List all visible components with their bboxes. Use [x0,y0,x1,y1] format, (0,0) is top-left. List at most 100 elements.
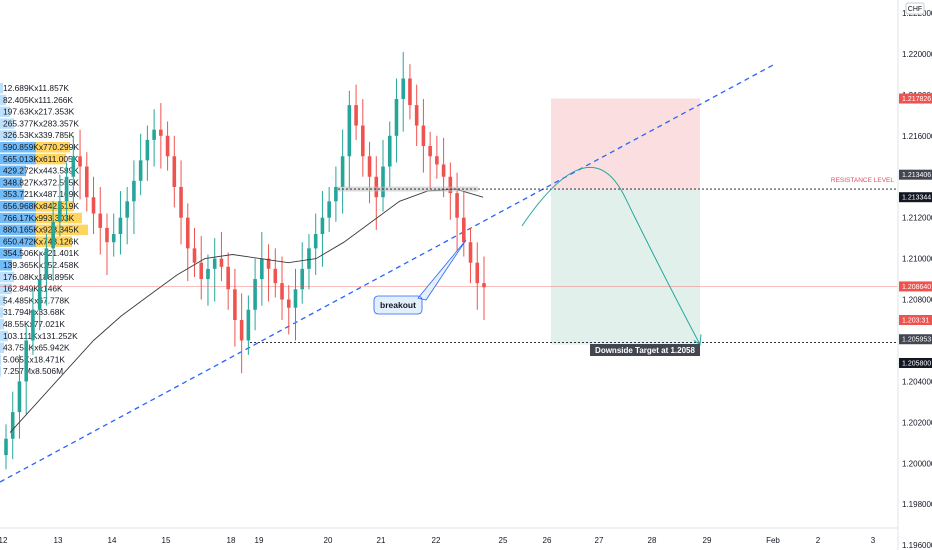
candle-down [280,283,284,300]
candle-up [334,186,338,202]
candlestick-series [4,51,486,470]
candle-down [185,217,190,249]
target-label-bg [590,344,700,356]
price-badge [899,357,932,368]
candle-down [233,289,237,321]
candle-up [307,248,311,269]
price-tick-label: 1.212000 [902,214,932,223]
volume-bar-up [0,224,36,236]
candle-up [17,381,22,413]
time-tick-label: 20 [324,536,333,545]
take-profit-zone [551,189,700,345]
candle-up [31,309,35,341]
candle-up [212,258,217,269]
candle-up [118,217,123,235]
price-badge-text: 1.205953 [902,337,931,344]
volume-bar [0,130,16,141]
volume-profile-label: 650.472Kx743.126K [3,236,79,246]
volume-profile-label: 590.859Kx770.299K [3,142,79,152]
time-tick-label: 12 [0,536,8,545]
annotations: breakout Downside Target at 1.2058 [373,239,700,356]
currency-label: CHF [908,6,922,13]
candle-down [192,248,197,263]
volume-bar-up [0,189,24,200]
volume-profile-label: 7.257Mx8.506M [3,366,63,376]
volume-bar [0,354,1,365]
volume-bar-up [0,142,36,153]
candle-up [44,248,49,280]
volume-bar [0,118,14,129]
candle-down [159,129,163,136]
time-tick-label: 29 [703,536,712,545]
time-axis: 12 13 14 15 18 19 20 21 22 25 26 27 28 29 Feb 2 3 [0,527,898,545]
time-tick-label: 14 [108,536,117,545]
candle-up [58,201,62,222]
candle-down [462,217,466,243]
volume-bar-down [36,201,74,212]
candle-up [387,135,392,167]
candle-up [327,201,331,218]
price-badge-text: 1.213344 [902,195,931,202]
volume-bar [0,94,6,106]
time-tick-label: 26 [543,536,552,545]
price-badges: 1.217826 1.213406 1.213344 1.208640 1.203:31… [899,93,932,368]
price-badge-text: 1.213406 [902,172,931,179]
volume-profile: 12.689Kx11.857K 82.405Kx111.266K 197.63Kx2… [0,83,88,377]
volume-bar-up [0,201,36,212]
candle-up [37,279,42,310]
time-tick-label: Feb [766,536,780,545]
candle-down [172,156,177,187]
volume-bar [0,342,4,354]
projected-curve [521,166,701,345]
volume-bar [0,366,1,377]
horizontal-levels: RESISTANCE LEVEL [0,177,898,343]
volume-profile-label: 43.758Kx65.942K [3,343,70,353]
candle-up [71,156,76,177]
candle-up [152,129,156,140]
candle-down [354,105,358,126]
time-tick-label: 28 [648,536,657,545]
volume-profile-label: 54.485Kx67.778K [3,295,70,305]
price-badge-text: 1.205800 [902,360,931,367]
candle-down [98,213,103,228]
volume-profile-label: 326.53Kx339.785K [3,130,75,140]
price-badge [899,334,932,345]
candle-down [165,135,170,157]
candle-up [340,156,345,187]
candle-up [347,105,352,157]
volume-bar-up [0,248,22,259]
volume-bar-down [36,142,70,153]
candle-up [138,160,143,181]
price-badge [899,169,932,180]
price-tick-label: 1.202000 [902,418,932,427]
price-badge [899,281,932,292]
volume-bar [0,295,5,306]
price-badge [899,315,932,326]
position-zones [551,98,700,345]
candle-down [468,242,473,263]
volume-profile-label: 265.377Kx283.357K [3,118,79,128]
candle-down [448,176,453,194]
price-tick-label: 1.220000 [902,50,932,59]
resistance-label: RESISTANCE LEVEL [831,177,894,184]
candle-down [286,299,291,308]
volume-profile-label: 348.827Kx372.595K [3,177,79,187]
volume-profile-label: 353.721Kx487.169K [3,189,79,199]
target-label: Downside Target at 1.2058 [595,346,695,355]
time-tick-label: 22 [432,536,441,545]
volume-profile-label: 162.849Kx146K [3,284,63,294]
price-tick-label: 1.196000 [902,541,932,550]
candle-down [105,227,109,243]
volume-bar-up [0,212,36,224]
time-tick-label: 2 [816,536,821,545]
price-badge-text: 1.217826 [902,96,931,103]
volume-profile-label: 354.506Kx421.401K [3,248,79,258]
candle-up [246,309,251,341]
volume-profile-label: 82.405Kx111.266K [3,95,73,105]
volume-bar [0,319,4,330]
volume-bar-up [0,260,12,271]
volume-profile-label: 12.689Kx11.857K [3,83,69,93]
candle-down [84,166,89,198]
volume-profile-label: 429.272Kx443.589K [3,166,79,176]
